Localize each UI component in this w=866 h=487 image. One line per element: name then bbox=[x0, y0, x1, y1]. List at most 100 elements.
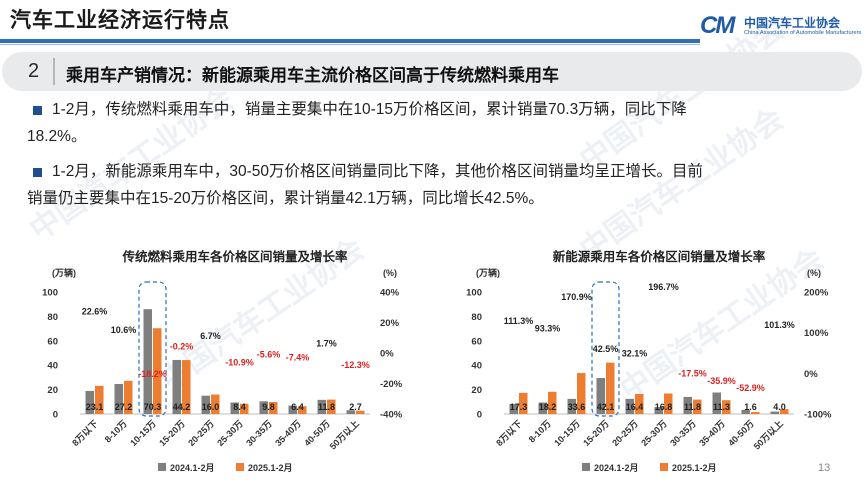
x-category-label: 30-35万 bbox=[668, 418, 698, 448]
y2-tick-label: -100% bbox=[804, 410, 832, 421]
growth-rate-label: -35.9% bbox=[707, 376, 736, 386]
y2-tick-label: 0% bbox=[804, 369, 818, 380]
legend-swatch-2024 bbox=[582, 463, 590, 471]
header-divider bbox=[0, 39, 700, 43]
y-tick-label: 40 bbox=[471, 361, 482, 372]
bar-value-label: 2.7 bbox=[349, 402, 362, 412]
bullet-marker bbox=[33, 168, 42, 177]
legend-swatch-2025 bbox=[660, 463, 668, 471]
x-category-label: 10-15万 bbox=[128, 418, 158, 448]
bar-2025 bbox=[298, 406, 307, 414]
bar-2025 bbox=[606, 362, 615, 414]
y2-tick-label: -40% bbox=[380, 410, 403, 421]
y2-tick-label: 100% bbox=[804, 328, 829, 339]
bullet-line: 1-2月，新能源乘用车中，30-50万价格区间销量同比下降，其他价格区间销量均呈… bbox=[52, 163, 704, 180]
bar-2024 bbox=[317, 399, 326, 414]
growth-rate-label: -10.9% bbox=[225, 358, 254, 368]
section-divider bbox=[53, 58, 55, 85]
y-tick-label: 20 bbox=[47, 385, 58, 396]
growth-rate-label: -52.9% bbox=[736, 383, 765, 393]
bar-2024 bbox=[85, 390, 94, 414]
page-title: 汽车工业经济运行特点 bbox=[10, 9, 230, 32]
y2-tick-label: 200% bbox=[804, 288, 829, 299]
bar-2024 bbox=[683, 396, 692, 414]
growth-rate-label: 101.3% bbox=[764, 320, 795, 330]
bar-2025 bbox=[182, 360, 191, 414]
bar-2025 bbox=[153, 328, 162, 414]
x-category-label: 25-30万 bbox=[215, 418, 245, 448]
growth-rate-label: 93.3% bbox=[535, 323, 561, 333]
y-tick-label: 100 bbox=[42, 288, 58, 299]
growth-rate-label: -17.5% bbox=[678, 368, 707, 378]
bar-value-label: 16.4 bbox=[626, 402, 644, 412]
highlight-box bbox=[138, 281, 167, 417]
bar-value-label: 4.0 bbox=[773, 402, 786, 412]
bar-2025 bbox=[577, 373, 586, 414]
bar-2024 bbox=[538, 402, 547, 414]
x-category-label: 25-30万 bbox=[639, 418, 669, 448]
bar-value-label: 33.6 bbox=[568, 402, 586, 412]
bullet-line: 销量仍主要集中在15-20万价格区间，累计销量42.1万辆，同比增长42.5%。 bbox=[27, 190, 544, 207]
chart-fuel-vehicles: 传统燃料乘用车各价格区间销量及增长率 (万辆) (%) 0 20 40 60 80 100 -40… bbox=[42, 249, 403, 473]
section-number: 2 bbox=[28, 60, 40, 82]
y2-axis-unit-label: (%) bbox=[383, 268, 397, 278]
bar-2025 bbox=[95, 385, 104, 414]
page-number: 13 bbox=[818, 462, 831, 474]
growth-rate-label: -18.2% bbox=[138, 369, 167, 379]
bar-2025 bbox=[548, 391, 557, 414]
growth-rate-label: 42.5% bbox=[593, 344, 619, 354]
bar-2025 bbox=[269, 402, 278, 414]
y-tick-label: 0 bbox=[477, 410, 482, 421]
x-category-label: 50万以上 bbox=[327, 418, 361, 452]
bar-2025 bbox=[327, 399, 336, 414]
highlight-box bbox=[591, 281, 620, 417]
growth-rate-label: 32.1% bbox=[622, 348, 648, 358]
bar-2024 bbox=[346, 410, 355, 414]
growth-rate-label: -12.3% bbox=[341, 360, 370, 370]
growth-rate-label: 10.6% bbox=[111, 325, 137, 335]
bar-value-label: 1.6 bbox=[744, 402, 757, 412]
bar-2025 bbox=[124, 380, 133, 414]
x-category-label: 8万以下 bbox=[494, 418, 524, 448]
x-category-label: 35-40万 bbox=[273, 418, 303, 448]
x-category-label: 8万以下 bbox=[70, 418, 100, 448]
bullet-paragraph: 1-2月，新能源乘用车中，30-50万价格区间销量同比下降，其他价格区间销量均呈… bbox=[27, 158, 852, 212]
bullet-line: 1-2月，传统燃料乘用车中，销量主要集中在10-15万价格区间，累计销量70.3… bbox=[52, 101, 687, 118]
legend-swatch-2024 bbox=[158, 463, 166, 471]
legend-label-2024: 2024.1-2月 bbox=[594, 463, 639, 473]
y-tick-label: 40 bbox=[47, 361, 58, 372]
bar-2024 bbox=[654, 407, 663, 414]
y-tick-label: 100 bbox=[466, 288, 482, 299]
bar-2024 bbox=[712, 392, 721, 414]
y-tick-label: 80 bbox=[471, 312, 482, 323]
section-header bbox=[2, 52, 862, 91]
growth-rate-label: 196.7% bbox=[648, 282, 679, 292]
legend-label-2025: 2025.1-2月 bbox=[248, 463, 293, 473]
x-category-label: 30-35万 bbox=[244, 418, 274, 448]
bar-2024 bbox=[143, 309, 152, 414]
growth-rate-label: 170.9% bbox=[561, 292, 592, 302]
legend-label-2025: 2025.1-2月 bbox=[672, 463, 717, 473]
bar-2024 bbox=[509, 404, 518, 414]
growth-rate-label: -0.2% bbox=[170, 341, 194, 351]
growth-rate-label: -5.6% bbox=[257, 350, 281, 360]
bar-value-label: 44.2 bbox=[173, 402, 191, 412]
logo-mark: CM bbox=[700, 12, 735, 39]
bar-2024 bbox=[259, 401, 268, 414]
bar-2025 bbox=[693, 399, 702, 414]
bar-2025 bbox=[780, 409, 789, 414]
section-title: 乘用车产销情况：新能源乘用车主流价格区间高于传统燃料乘用车 bbox=[66, 66, 559, 85]
y2-tick-label: 0% bbox=[380, 349, 394, 360]
growth-rate-label: -7.4% bbox=[286, 352, 310, 362]
bar-2025 bbox=[751, 412, 760, 414]
bar-value-label: 11.3 bbox=[713, 402, 730, 412]
growth-rate-label: 22.6% bbox=[82, 307, 108, 317]
bar-2025 bbox=[356, 410, 365, 414]
y2-tick-label: 20% bbox=[380, 318, 400, 329]
bar-2025 bbox=[519, 392, 528, 414]
y2-tick-label: -20% bbox=[380, 379, 403, 390]
bar-2025 bbox=[664, 393, 673, 414]
bullet-line: 18.2%。 bbox=[27, 128, 87, 145]
y-axis-unit-label: (万辆) bbox=[52, 267, 76, 278]
bar-value-label: 6.4 bbox=[291, 402, 304, 412]
